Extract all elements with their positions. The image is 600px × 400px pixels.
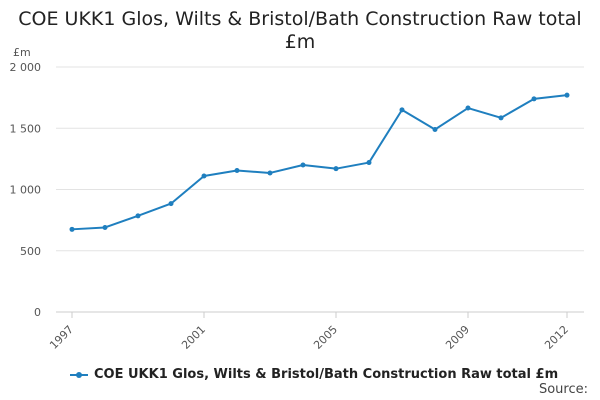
data-point[interactable]	[234, 168, 240, 174]
data-point[interactable]	[366, 160, 372, 166]
x-tick-label: 2009	[443, 323, 472, 352]
data-point[interactable]	[531, 96, 537, 102]
legend-label: COE UKK1 Glos, Wilts & Bristol/Bath Cons…	[94, 367, 559, 382]
legend[interactable]: COE UKK1 Glos, Wilts & Bristol/Bath Cons…	[70, 367, 558, 382]
y-tick-label: 0	[34, 306, 41, 319]
y-tick-label: 1 500	[10, 122, 42, 135]
data-point[interactable]	[102, 224, 108, 230]
source-label: Source:	[538, 382, 588, 397]
data-point[interactable]	[168, 201, 174, 207]
data-point[interactable]	[135, 213, 141, 219]
data-point[interactable]	[498, 115, 504, 121]
gridlines	[56, 66, 584, 252]
data-point[interactable]	[267, 170, 273, 176]
chart-title: COE UKK1 Glos, Wilts & Bristol/Bath Cons…	[18, 8, 582, 53]
x-tick-label: 2001	[179, 323, 208, 352]
data-point[interactable]	[333, 166, 339, 172]
data-point[interactable]	[564, 92, 570, 98]
series-line	[71, 94, 568, 231]
data-point[interactable]	[201, 173, 207, 179]
x-tick-label: 2005	[311, 323, 340, 352]
data-point[interactable]	[465, 105, 471, 111]
y-tick-label: 1 000	[10, 184, 42, 197]
data-point[interactable]	[432, 126, 438, 132]
data-point[interactable]	[399, 107, 405, 113]
legend-line-icon	[70, 371, 88, 378]
x-tick-label: 2012	[542, 323, 571, 352]
data-point[interactable]	[300, 162, 306, 168]
data-point[interactable]	[69, 226, 75, 232]
y-tick-label: 500	[20, 245, 41, 258]
legend-marker-icon	[76, 371, 82, 378]
y-axis-unit-label: £m	[13, 46, 31, 59]
series-group	[69, 92, 570, 232]
x-axis-ticks: 1997 2001 2005 2009 2012	[47, 312, 571, 352]
y-axis-ticks: 0 500 1 000 1 500 2 000	[10, 61, 42, 319]
x-tick-label: 1997	[47, 323, 76, 352]
y-tick-label: 2 000	[10, 61, 42, 74]
